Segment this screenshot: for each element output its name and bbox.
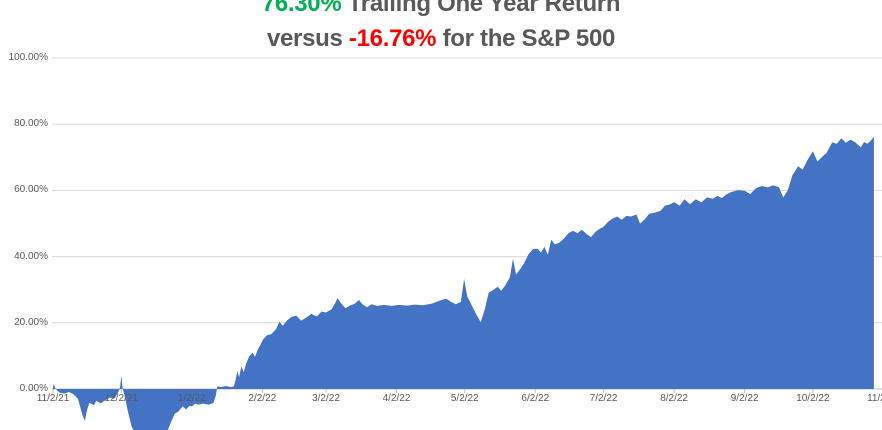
- y-axis-label: 60.00%: [14, 184, 48, 196]
- headline-return-text: Trailing One Year Return: [341, 0, 621, 17]
- x-axis-label: 9/2/22: [730, 393, 759, 404]
- sp500-text: for the S&P 500: [436, 25, 616, 52]
- x-axis-label: 4/2/22: [382, 393, 411, 404]
- x-axis-label: 6/2/22: [521, 393, 550, 404]
- y-axis-label: 20.00%: [14, 316, 48, 328]
- chart-title-line1: 76.30% Trailing One Year Return: [0, 0, 882, 21]
- y-axis: 0.00% 20.00% 40.00% 60.00% 80.00% 100.00%: [0, 0, 48, 430]
- x-axis-label: 11/2/21: [36, 393, 70, 404]
- y-axis-label: 80.00%: [14, 118, 48, 130]
- x-axis-label: 10/2/22: [796, 393, 830, 404]
- x-axis-label: 8/2/22: [660, 393, 688, 404]
- sp500-return-value: -16.76%: [348, 25, 437, 52]
- x-axis-label: 5/2/22: [450, 393, 479, 404]
- versus-text: versus: [266, 25, 349, 52]
- x-axis-label: 3/2/22: [312, 393, 340, 404]
- x-axis-label: 7/2/22: [589, 393, 618, 404]
- y-axis-label: 0.00%: [19, 383, 48, 394]
- chart-title-line2: versus -16.76% for the S&P 500: [0, 21, 882, 56]
- chart-title: 76.30% Trailing One Year Return versus -…: [0, 0, 882, 56]
- y-axis-label: 100.00%: [8, 52, 48, 63]
- x-axis-label: 11/2/22: [867, 393, 882, 404]
- x-axis: 11/2/21 12/2/21 1/2/22 2/2/22 3/2/22 4/2/22 5/…: [0, 393, 882, 409]
- x-axis-label: 12/2/21: [104, 393, 138, 404]
- area-series: [53, 136, 874, 430]
- x-axis-label: 2/2/22: [248, 393, 277, 404]
- headline-return-value: 76.30%: [261, 0, 342, 17]
- x-axis-label: 1/2/22: [177, 393, 206, 404]
- y-axis-label: 40.00%: [14, 250, 48, 262]
